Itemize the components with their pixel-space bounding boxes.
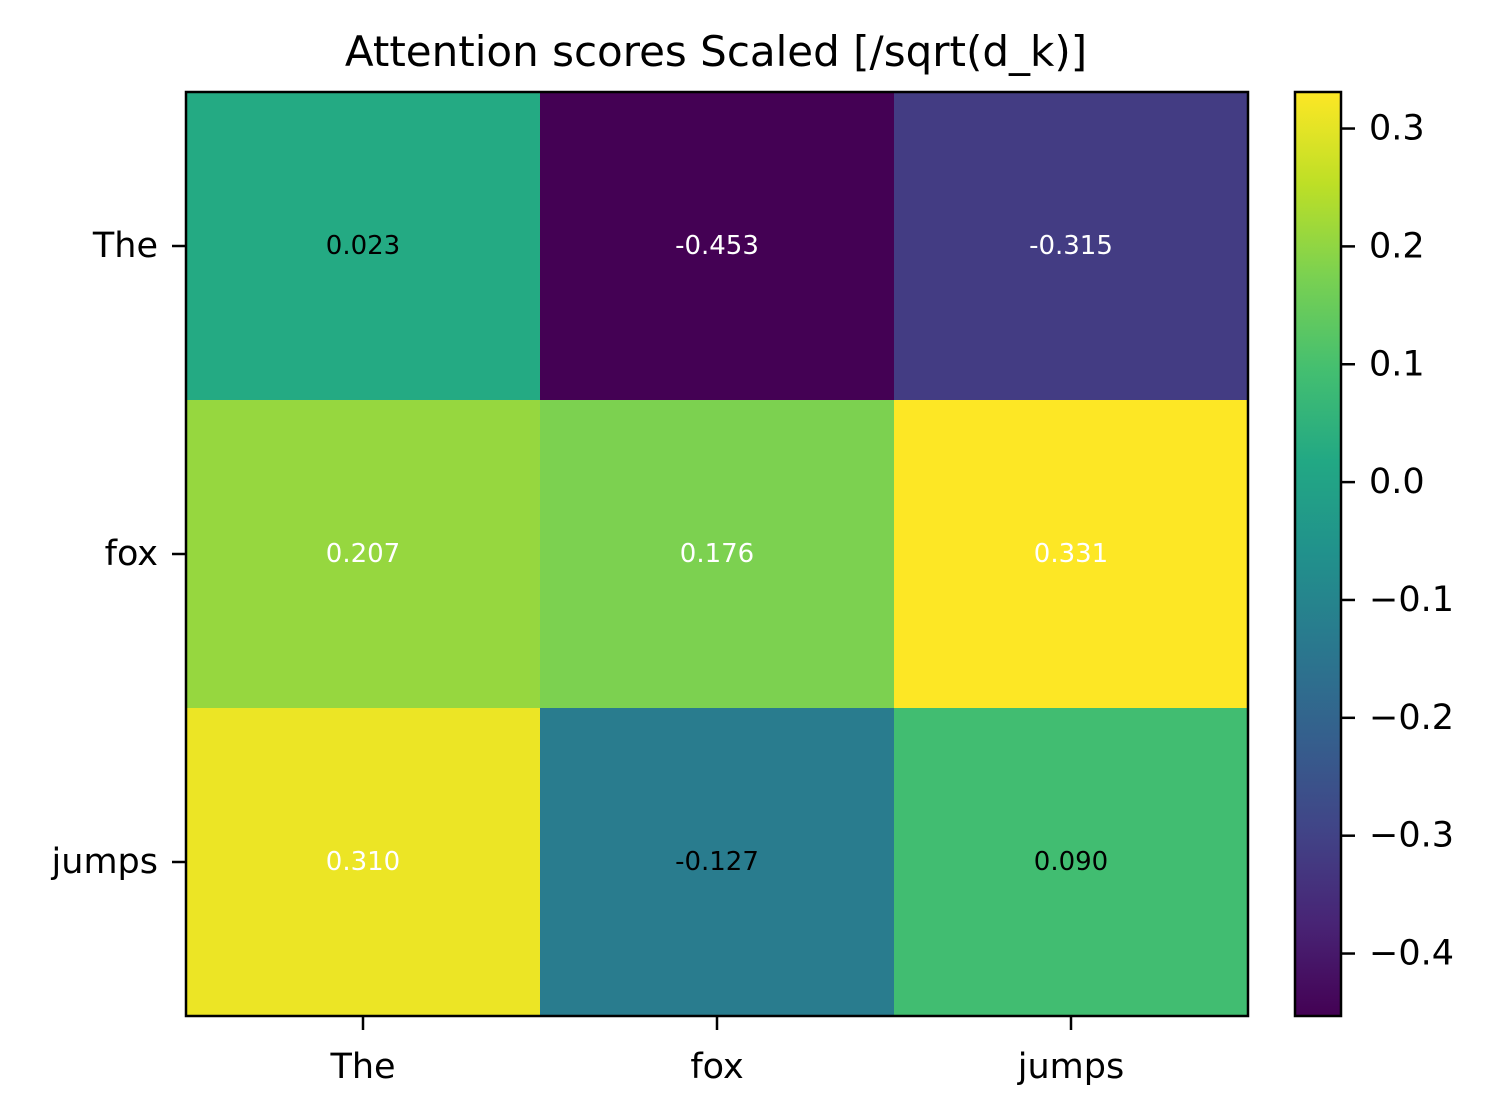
y-tick-label: The	[92, 226, 158, 266]
cell-value-label: -0.127	[675, 847, 759, 877]
cell-value-label: 0.310	[326, 847, 400, 877]
heatmap-cell	[540, 400, 895, 709]
colorbar-axis: 0.3 0.2 0.1 0.0 −0.1 −0.2 −0.3 −0.4	[1341, 109, 1454, 974]
y-axis: The fox jumps	[51, 226, 186, 882]
heatmap-cells: 0.023 -0.453 -0.315 0.207 0.176 0.331 0.310 -0.…	[186, 92, 1249, 1017]
heatmap-cell	[894, 92, 1249, 401]
cell-value-label: 0.207	[326, 539, 400, 569]
chart-title: Attention scores Scaled [/sqrt(d_k)]	[345, 27, 1087, 76]
heatmap-cell	[894, 400, 1249, 709]
heatmap-cell	[186, 708, 541, 1017]
colorbar-tick-label: −0.3	[1369, 816, 1454, 856]
colorbar-tick-label: 0.2	[1369, 226, 1425, 266]
cell-value-label: -0.453	[675, 231, 759, 261]
cell-value-label: -0.315	[1029, 231, 1113, 261]
x-axis: The fox jumps	[329, 1016, 1124, 1087]
colorbar-tick-label: 0.1	[1369, 344, 1425, 384]
colorbar-tick-label: −0.2	[1369, 698, 1454, 738]
cell-value-label: 0.023	[326, 231, 400, 261]
cell-value-label: 0.331	[1034, 539, 1108, 569]
colorbar-tick-label: 0.0	[1369, 462, 1425, 502]
heatmap-cell	[894, 708, 1249, 1017]
cell-value-label: 0.090	[1034, 847, 1108, 877]
cell-value-label: 0.176	[680, 539, 754, 569]
y-tick-label: jumps	[51, 842, 158, 882]
x-tick-label: The	[329, 1047, 395, 1087]
colorbar-tick-label: −0.4	[1369, 934, 1454, 974]
heatmap-cell	[540, 92, 895, 401]
y-tick-label: fox	[105, 534, 158, 574]
colorbar-tick-label: 0.3	[1369, 109, 1425, 149]
heatmap-cell	[540, 708, 895, 1017]
colorbar-tick-label: −0.1	[1369, 580, 1454, 620]
x-tick-label: jumps	[1017, 1047, 1124, 1087]
colorbar	[1295, 92, 1341, 1016]
colorbar-frame	[1293, 90, 1343, 1018]
heatmap-cell	[186, 92, 541, 401]
x-tick-label: fox	[690, 1047, 743, 1087]
heatmap-cell	[186, 400, 541, 709]
